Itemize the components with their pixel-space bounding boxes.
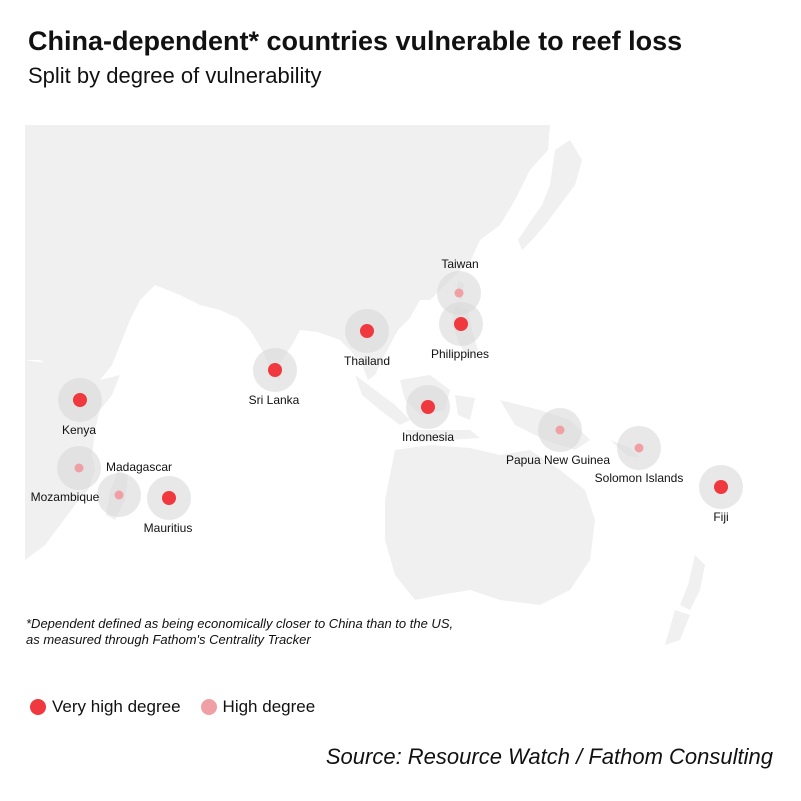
country-label: Mozambique [31,490,100,504]
marker-thailand[interactable]: Thailand [344,309,390,368]
source-credit: Source: Resource Watch / Fathom Consulti… [325,744,773,769]
marker-indonesia[interactable]: Indonesia [402,385,454,444]
marker-dot [268,363,282,377]
marker-dot [714,480,728,494]
footnote: *Dependent defined as being economically… [26,616,453,648]
marker-fiji[interactable]: Fiji [699,465,743,524]
country-label: Mauritius [144,521,193,535]
footnote-line-2: as measured through Fathom's Centrality … [26,632,311,647]
marker-dot [454,288,464,298]
country-label: Papua New Guinea [506,453,610,467]
country-label: Solomon Islands [595,471,684,485]
marker-dot [634,443,644,453]
marker-dot [454,317,468,331]
land-layer [25,125,705,645]
country-label: Fiji [713,510,728,524]
legend-item-very-high: Very high degree [30,697,181,717]
legend-label-very-high: Very high degree [52,697,181,716]
chart-subtitle: Split by degree of vulnerability [28,63,322,88]
country-label: Kenya [62,423,96,437]
marker-dot [73,393,87,407]
marker-papua-new-guinea[interactable]: Papua New Guinea [506,408,610,467]
legend-swatch-very-high [30,699,46,715]
footnote-line-1: *Dependent defined as being economically… [26,616,454,631]
marker-dot [360,324,374,338]
country-label: Taiwan [441,257,478,271]
marker-dot [162,491,176,505]
marker-solomon-islands[interactable]: Solomon Islands [595,426,684,485]
marker-sri-lanka[interactable]: Sri Lanka [249,348,300,407]
country-label: Madagascar [106,460,172,474]
marker-philippines[interactable]: Philippines [431,302,489,361]
country-label: Sri Lanka [249,393,300,407]
japan [518,140,582,250]
country-label: Thailand [344,354,390,368]
marker-madagascar[interactable]: Madagascar [57,446,172,490]
marker-dot [421,400,435,414]
legend-label-high: High degree [222,697,316,716]
marker-mozambique[interactable]: Mozambique [31,473,141,517]
legend: Very high degree High degree [30,697,335,717]
legend-item-high: High degree [200,697,316,717]
new-zealand-islands [665,555,705,645]
marker-dot [74,463,84,473]
country-label: Indonesia [402,430,454,444]
asia-landmass [25,125,550,390]
marker-mauritius[interactable]: Mauritius [144,476,193,535]
country-markers: Taiwan Philippines Thailand Sri Lanka In… [31,257,743,535]
marker-dot [114,490,124,500]
marker-dot [555,425,565,435]
australia-landmass [385,445,595,605]
chart-title: China-dependent* countries vulnerable to… [28,26,683,56]
country-label: Philippines [431,347,489,361]
legend-swatch-high [200,699,217,715]
marker-kenya[interactable]: Kenya [58,378,102,437]
